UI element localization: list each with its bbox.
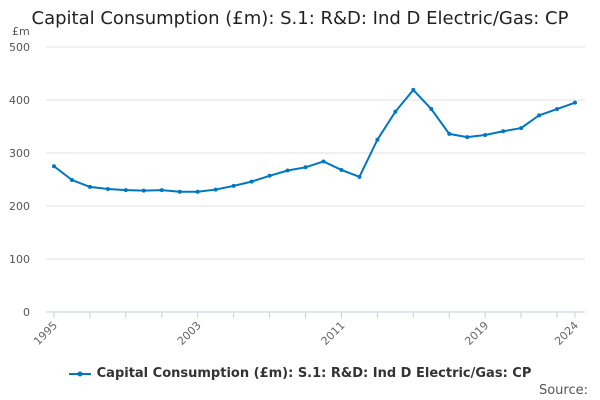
data-point xyxy=(87,184,92,189)
data-point xyxy=(447,131,452,136)
data-point xyxy=(465,135,470,140)
x-tick-label: 2024 xyxy=(552,319,581,348)
y-tick-label: 500 xyxy=(9,41,30,54)
data-point xyxy=(339,167,344,172)
data-point xyxy=(159,188,164,193)
chart-title: Capital Consumption (£m): S.1: R&D: Ind … xyxy=(31,8,569,29)
data-point xyxy=(321,159,326,164)
source-label: Source: xyxy=(538,383,588,398)
data-point xyxy=(483,132,488,137)
data-point xyxy=(69,178,74,183)
data-point xyxy=(573,100,577,105)
x-tick-label: 1995 xyxy=(31,319,60,348)
y-tick-label: 400 xyxy=(9,94,30,107)
data-point xyxy=(267,173,272,178)
data-point xyxy=(537,113,542,118)
legend-label: Capital Consumption (£m): S.1: R&D: Ind … xyxy=(96,366,532,381)
data-point xyxy=(249,179,254,184)
data-point xyxy=(303,165,308,170)
y-tick-label: 0 xyxy=(23,306,30,319)
data-point xyxy=(285,168,290,173)
data-point xyxy=(429,107,434,112)
data-point xyxy=(555,107,560,112)
x-tick-label: 2019 xyxy=(462,319,491,348)
data-point xyxy=(375,137,380,142)
data-point xyxy=(52,164,56,169)
y-axis-label: £m xyxy=(12,25,30,38)
data-point xyxy=(501,129,506,134)
data-point xyxy=(357,174,362,179)
data-point xyxy=(231,183,236,188)
y-tick-label: 200 xyxy=(9,200,30,213)
y-tick-label: 300 xyxy=(9,147,30,160)
y-tick-label: 100 xyxy=(9,253,30,266)
series-line xyxy=(53,88,576,193)
legend-swatch xyxy=(68,371,91,376)
data-point xyxy=(105,187,110,192)
legend[interactable]: Capital Consumption (£m): S.1: R&D: Ind … xyxy=(0,366,600,381)
data-point xyxy=(123,188,128,193)
x-tick-label: 2011 xyxy=(319,319,348,348)
data-point xyxy=(519,126,524,131)
data-point xyxy=(393,109,398,114)
data-point xyxy=(411,87,416,92)
data-point xyxy=(195,189,200,194)
x-tick-label: 2003 xyxy=(175,319,204,348)
data-point xyxy=(213,187,218,192)
data-point xyxy=(141,188,146,193)
data-point xyxy=(177,189,182,194)
